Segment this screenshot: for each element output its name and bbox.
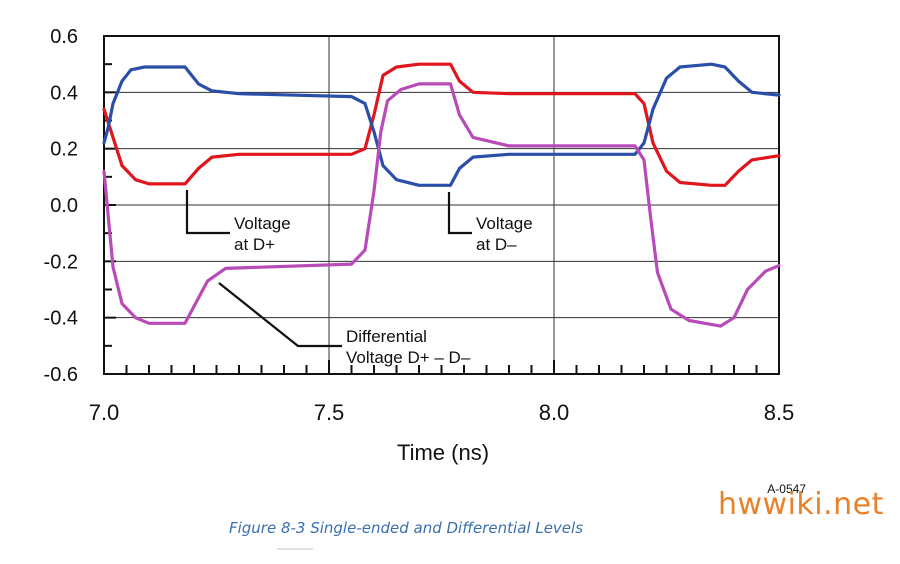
axes: 0.6 0.4 0.2 0.0 -0.2 -0.4 -0.6 7.0 7.5 8.0 8.5 [44,26,795,425]
watermark-logo: hwwiki.net [718,487,884,522]
figure-number: A-0547 [767,482,806,496]
series-line-2 [102,82,781,328]
annotation-dplus-line2: at D+ [234,235,275,254]
y-tick-label: -0.6 [44,364,78,386]
series-lines [102,62,781,328]
series-line-1 [102,62,781,187]
annotation-leader-dplus [185,190,230,235]
y-tick-label: -0.2 [44,251,78,273]
annotation-diff-line1: Differential [346,327,427,346]
series-line-0 [102,62,781,187]
x-tick-label: 8.5 [764,400,795,425]
annotation-leader-diff [218,282,342,348]
y-tick-label: -0.4 [44,308,78,330]
x-tick-label: 8.0 [539,400,570,425]
y-tick-label: 0.4 [50,82,78,104]
y-tick-label: 0.6 [50,26,78,48]
annotation-dminus-line2: at D– [476,235,517,254]
x-tick-label: 7.0 [89,400,120,425]
grid-lines [104,36,779,374]
y-tick-label: 0.0 [50,195,78,217]
y-tick-label: 0.2 [50,139,78,161]
x-axis-title: Time (ns) [397,440,489,465]
x-tick-label: 7.5 [314,400,345,425]
annotation-diff-line2: Voltage D+ – D– [346,348,471,367]
figure-caption: Figure 8-3 Single-ended and Differential… [228,519,584,537]
annotation-dminus-line1: Voltage [476,214,533,233]
annotations: Voltage at D+ Voltage at D– Differential… [185,190,533,367]
annotation-dplus-line1: Voltage [234,214,291,233]
caption-divider [277,548,313,550]
annotation-leader-dminus [447,192,472,235]
